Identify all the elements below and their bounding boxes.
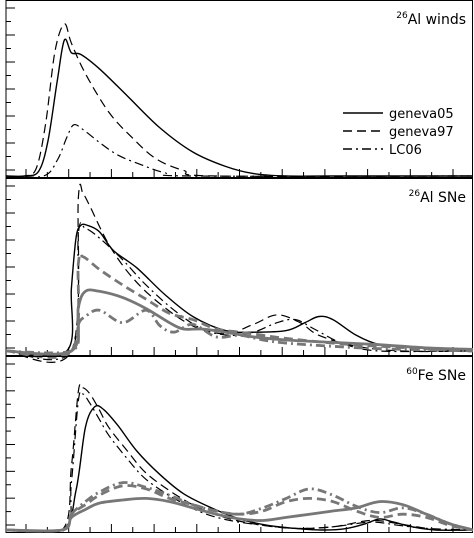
panel-label: 26Al SNe bbox=[409, 189, 466, 206]
panel-label-text: Fe SNe bbox=[418, 368, 466, 384]
series-line-LC06-black bbox=[5, 221, 474, 361]
panel-label-text: Al SNe bbox=[420, 190, 466, 206]
panel-label-text: Al winds bbox=[408, 12, 466, 28]
panel-frame bbox=[5, 356, 473, 533]
panel-label-superscript: 26 bbox=[409, 189, 421, 199]
legend: geneva05 geneva97 LC06 bbox=[343, 107, 454, 158]
series-line-geneva97-black bbox=[5, 183, 474, 363]
series-line-geneva05-grey bbox=[5, 496, 474, 533]
series-line-LC06-black bbox=[5, 390, 474, 535]
legend-label-LC06: LC06 bbox=[389, 143, 422, 158]
series-line-geneva97-grey bbox=[5, 252, 474, 359]
panel-label-superscript: 60 bbox=[406, 367, 418, 377]
series-line-LC06-grey bbox=[5, 481, 474, 533]
series-line-LC06-grey bbox=[5, 308, 474, 355]
legend-label-geneva97: geneva97 bbox=[389, 125, 454, 140]
panel-label: 26Al winds bbox=[396, 11, 466, 28]
panel-label: 60Fe SNe bbox=[406, 367, 466, 384]
panel-1: 26Al winds geneva05 geneva97 LC06 bbox=[5, 0, 474, 178]
series-line-LC06-black bbox=[5, 123, 474, 178]
panel-2: 26Al SNe bbox=[5, 178, 474, 363]
panel-frame bbox=[5, 178, 473, 356]
series-line-geneva97-black bbox=[5, 23, 474, 178]
legend-label-geneva05: geneva05 bbox=[389, 107, 454, 122]
panel-label-superscript: 26 bbox=[396, 11, 408, 21]
series-line-geneva05-black bbox=[5, 223, 474, 357]
series-line-geneva97-black bbox=[5, 383, 474, 536]
panel-3: 60Fe SNe bbox=[5, 356, 474, 536]
series-line-geneva97-grey bbox=[5, 484, 474, 533]
